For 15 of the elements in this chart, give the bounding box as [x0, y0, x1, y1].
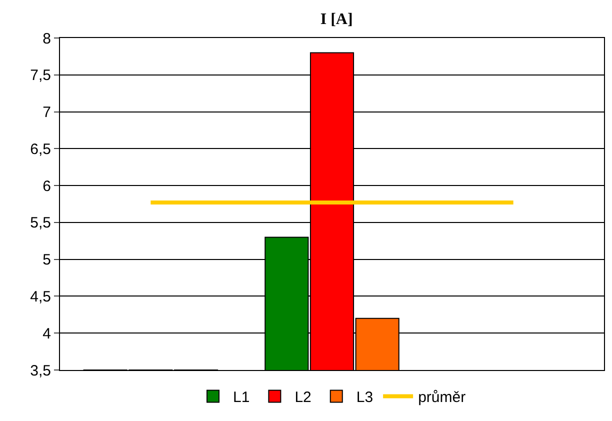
y-tick-label: 4 — [42, 325, 51, 342]
chart-title: I [A] — [320, 10, 353, 28]
y-tick-label: 5 — [42, 252, 51, 269]
y-tick-label: 6,5 — [30, 140, 51, 158]
legend-label: L3 — [356, 389, 374, 406]
y-tick-label: 4,5 — [30, 288, 51, 306]
y-tick-label: 7,5 — [30, 67, 51, 84]
y-tick-label: 6 — [42, 178, 51, 195]
y-tick-label: 3,5 — [30, 362, 51, 380]
y-tick-label: 7 — [42, 104, 51, 122]
legend-label: L1 — [233, 389, 250, 406]
legend-label: průměr — [418, 389, 466, 406]
y-tick-label: 8 — [42, 30, 51, 48]
legend-label: L2 — [294, 389, 312, 406]
y-tick-label: 5,5 — [30, 214, 51, 232]
